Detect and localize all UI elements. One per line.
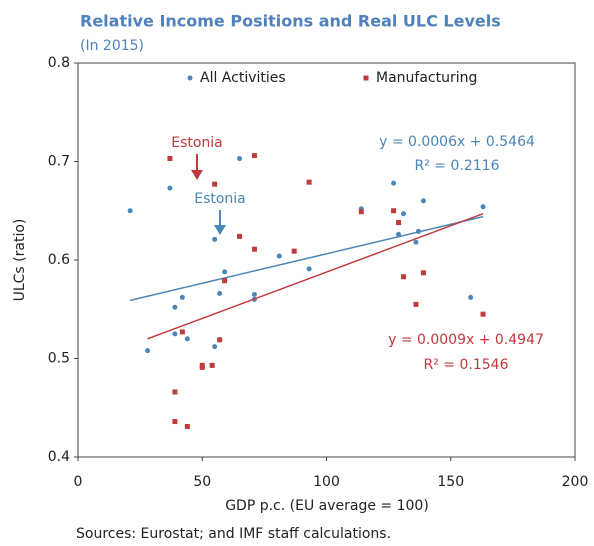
point	[212, 181, 218, 187]
point	[237, 233, 243, 239]
x-tick-label: 0	[74, 474, 83, 490]
x-tick-label: 200	[562, 474, 589, 490]
point	[291, 248, 297, 254]
annotation: Estonia	[194, 191, 246, 207]
point	[167, 156, 173, 162]
point	[396, 220, 402, 226]
point	[172, 304, 178, 310]
y-axis-label: ULCs (ratio)	[12, 219, 28, 302]
point	[480, 311, 486, 317]
point	[167, 185, 173, 191]
chart-subtitle: (In 2015)	[80, 38, 144, 54]
y-tick-label: 0.7	[48, 154, 70, 170]
annotation: Estonia	[171, 135, 223, 151]
point	[184, 423, 190, 429]
point	[237, 156, 243, 162]
y-tick-label: 0.4	[48, 449, 70, 465]
point	[209, 362, 215, 368]
x-axis-label: GDP p.c. (EU average = 100)	[225, 498, 429, 514]
y-tick-label: 0.8	[48, 55, 70, 71]
point	[415, 228, 421, 234]
trend-line	[147, 213, 484, 340]
source: Sources: Eurostat; and IMF staff calcula…	[76, 526, 391, 542]
point	[413, 239, 419, 245]
point	[391, 208, 397, 214]
point	[251, 153, 257, 159]
equation: y = 0.0009x + 0.4947	[388, 332, 544, 348]
point	[199, 362, 205, 368]
point	[179, 329, 185, 335]
point	[358, 209, 364, 215]
point	[172, 331, 178, 337]
point	[222, 269, 228, 275]
equation: y = 0.0006x + 0.5464	[379, 134, 535, 150]
point	[184, 336, 190, 342]
point	[306, 266, 312, 272]
legend-marker	[363, 75, 369, 81]
x-tick-label: 150	[437, 474, 464, 490]
point	[217, 337, 223, 343]
point	[222, 278, 228, 284]
trend-line	[130, 215, 484, 302]
point	[413, 301, 419, 307]
y-tick-label: 0.5	[48, 351, 70, 367]
point	[217, 290, 223, 296]
y-tick-label: 0.6	[48, 252, 70, 268]
arrow-head	[214, 225, 226, 235]
point	[251, 291, 257, 297]
point	[127, 208, 133, 214]
point	[420, 270, 426, 276]
point	[396, 231, 402, 237]
point	[420, 198, 426, 204]
legend-marker	[187, 75, 193, 81]
point	[276, 253, 282, 259]
point	[306, 179, 312, 185]
arrow-head	[191, 170, 203, 180]
r-squared: R² = 0.2116	[415, 158, 500, 174]
point	[212, 344, 218, 350]
point	[251, 246, 257, 252]
point	[179, 294, 185, 300]
x-tick-label: 100	[313, 474, 340, 490]
point	[480, 204, 486, 210]
chart-title: Relative Income Positions and Real ULC L…	[80, 12, 501, 31]
x-tick-label: 50	[193, 474, 211, 490]
point	[391, 180, 397, 186]
plot-frame	[77, 62, 576, 458]
point	[145, 348, 151, 354]
point	[172, 419, 178, 425]
point	[212, 236, 218, 242]
legend-label: Manufacturing	[376, 70, 477, 86]
point	[401, 274, 407, 280]
point	[401, 211, 407, 217]
r-squared: R² = 0.1546	[424, 357, 509, 373]
point	[172, 389, 178, 395]
point	[468, 294, 474, 300]
legend-label: All Activities	[200, 70, 286, 86]
